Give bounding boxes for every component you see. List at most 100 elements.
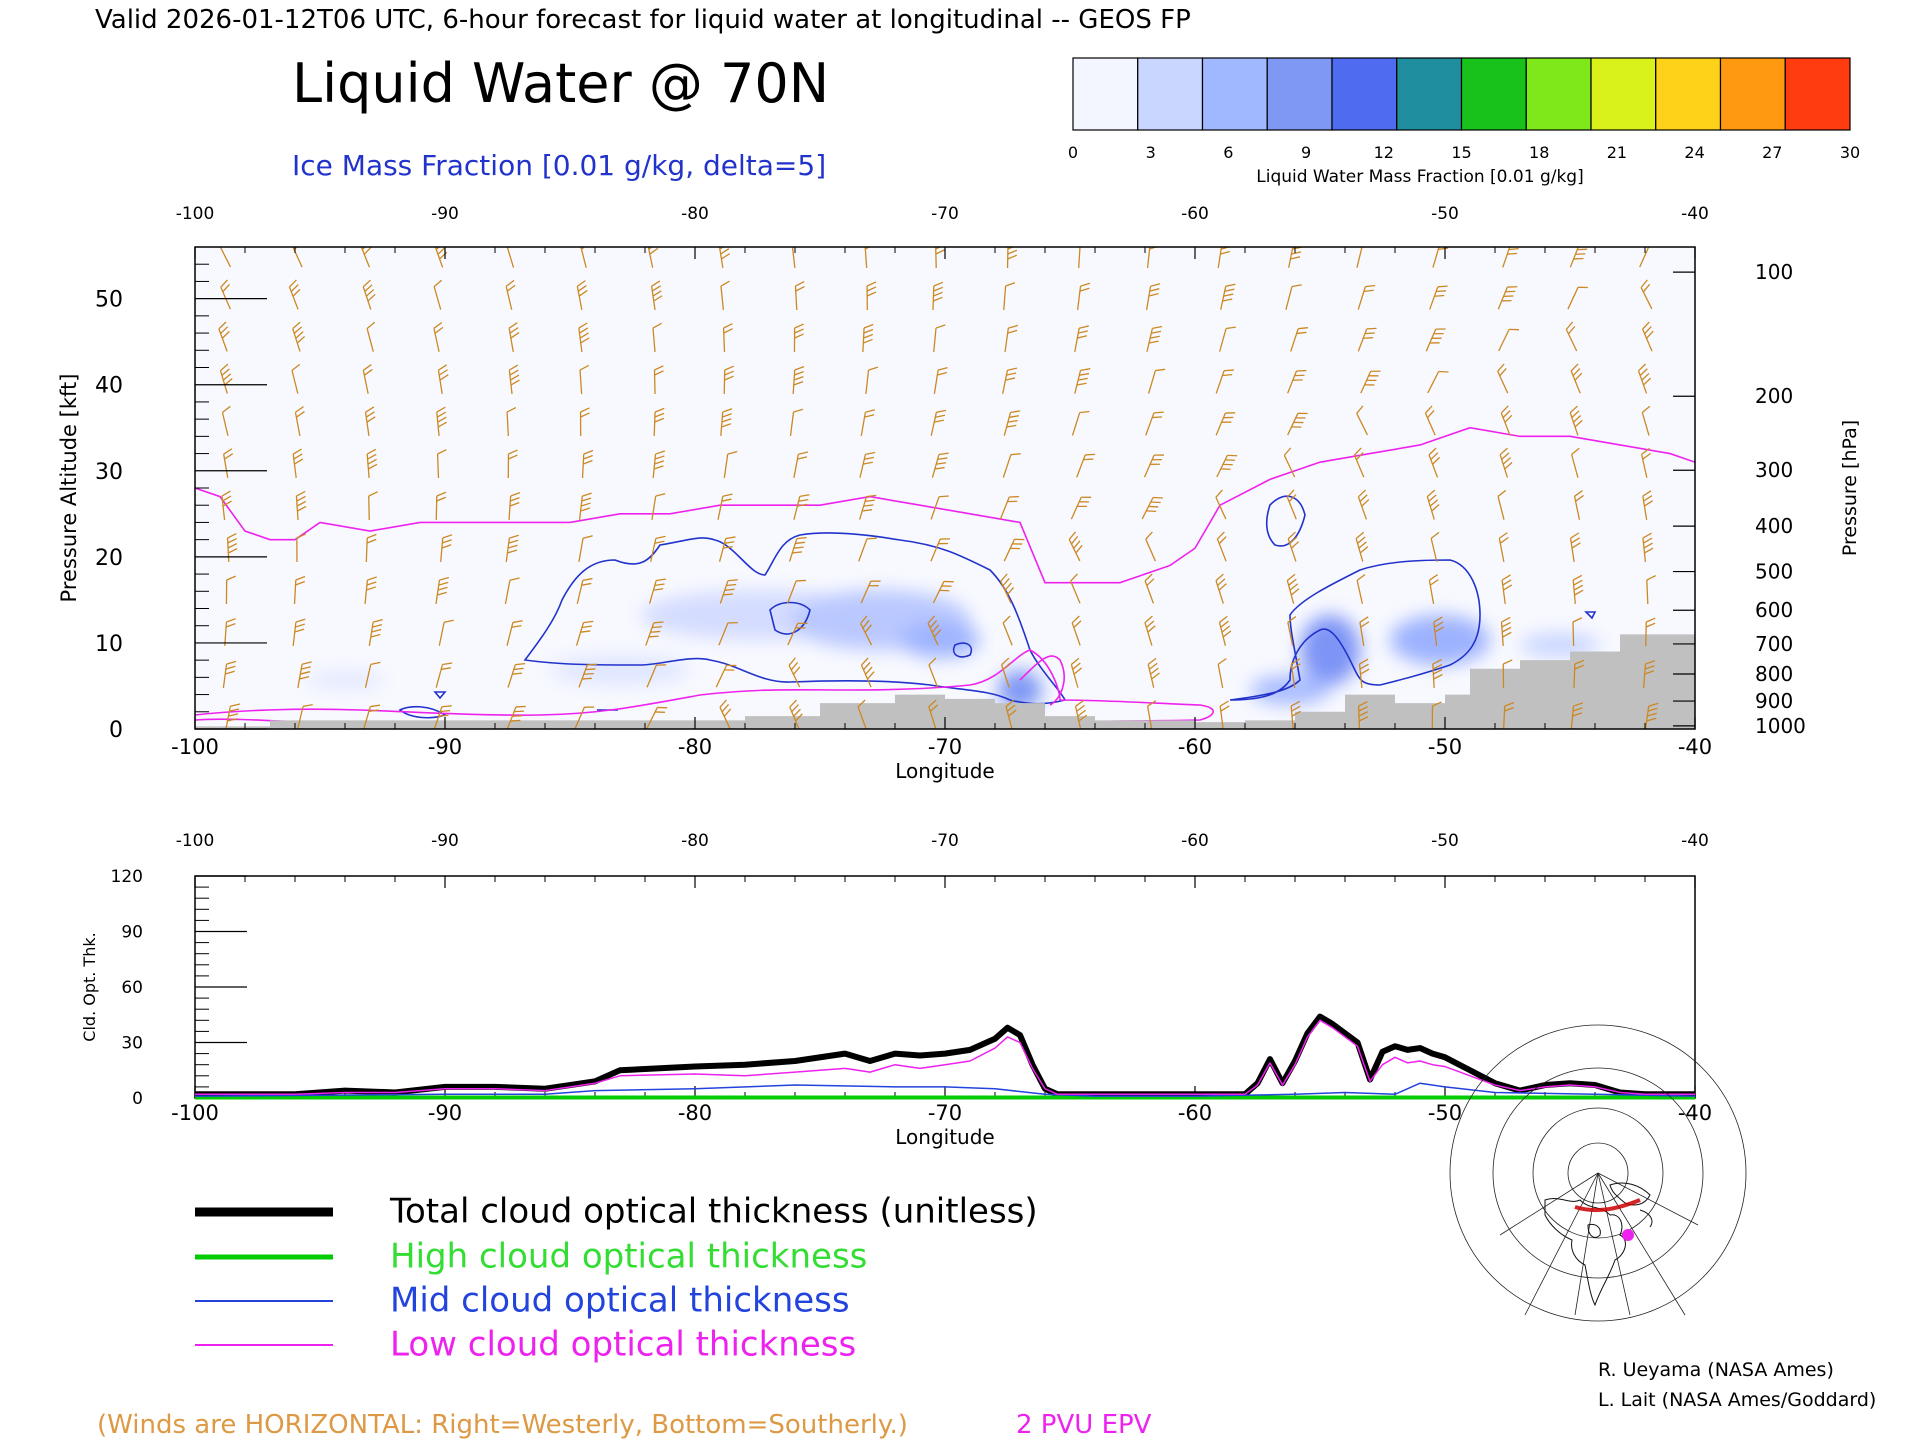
wind-barb xyxy=(1145,531,1157,562)
wind-barb xyxy=(1429,285,1448,310)
wind-barb xyxy=(1355,531,1369,562)
wind-barb xyxy=(1143,454,1164,478)
wind-barb xyxy=(435,662,453,688)
wind-barb xyxy=(1144,615,1156,646)
wind-barb xyxy=(1497,489,1507,520)
wind-barb xyxy=(1290,658,1301,688)
wind-barb xyxy=(1642,321,1654,352)
wind-barb xyxy=(1216,454,1238,478)
wind-barb xyxy=(1424,405,1436,436)
wind-barb xyxy=(288,279,301,310)
bottom-xlabel: Longitude xyxy=(895,1125,994,1149)
wind-barb xyxy=(789,408,804,437)
lw-blob-3 xyxy=(900,622,980,658)
wind-barb xyxy=(1357,284,1376,310)
wind-barb xyxy=(1573,490,1584,520)
wind-barb xyxy=(1218,615,1232,646)
wind-barb xyxy=(650,280,663,310)
wind-barb xyxy=(793,494,810,520)
top-panel: -100 -100 -90 -90 -80 -80 -70 -70 -60 -60 -50 -50 -4… xyxy=(57,204,1861,783)
wind-barb xyxy=(1502,659,1513,689)
winds-note: (Winds are HORIZONTAL: Right=Westerly, B… xyxy=(97,1410,908,1440)
bottom-x-tick-label: -90 xyxy=(428,1101,462,1125)
wind-barb xyxy=(715,664,737,688)
wind-barb xyxy=(1220,283,1236,310)
bottom-y-tick-label: 30 xyxy=(121,1034,143,1054)
page-title: Liquid Water @ 70N xyxy=(292,52,829,115)
wind-barb xyxy=(578,492,592,521)
top-y-tick-label: 0 xyxy=(109,718,123,743)
wind-barb xyxy=(1215,489,1227,520)
bottom-x-tick-label-upper: -90 xyxy=(431,831,459,851)
mid-optical-thickness-line xyxy=(194,1082,1696,1097)
wind-barb xyxy=(723,365,735,395)
wind-barb xyxy=(1074,325,1089,352)
wind-barb xyxy=(1359,616,1370,646)
wind-barb xyxy=(1502,247,1519,268)
wind-barb xyxy=(224,618,236,647)
wind-barb xyxy=(1498,532,1509,562)
wind-barb xyxy=(1071,615,1082,646)
wind-barb xyxy=(1641,405,1651,436)
wind-barb xyxy=(368,619,383,646)
wind-barb xyxy=(1000,657,1011,688)
wind-barb xyxy=(508,492,521,521)
wind-barb xyxy=(720,408,733,437)
top-y-tick-label: 30 xyxy=(95,460,123,485)
wind-barb xyxy=(295,490,307,521)
wind-barb xyxy=(433,705,452,729)
wind-barb xyxy=(1002,367,1018,394)
wind-barb xyxy=(932,281,944,311)
wind-barb xyxy=(433,321,444,352)
bottom-x-tick-label: -100 xyxy=(171,1101,219,1125)
wind-barb xyxy=(225,575,236,605)
bottom-x-tick-label-upper: -60 xyxy=(1181,831,1209,851)
wind-barb xyxy=(440,534,453,563)
wind-barb xyxy=(1428,574,1439,604)
wind-barb xyxy=(435,491,447,521)
wind-barb xyxy=(1285,284,1302,310)
wind-barb xyxy=(1426,489,1440,520)
wind-barb xyxy=(1287,616,1297,646)
ice-contour-small-2 xyxy=(952,642,973,658)
wind-barb xyxy=(859,494,877,520)
wind-barb xyxy=(1147,657,1160,688)
wind-barb xyxy=(1003,410,1021,436)
wind-barb xyxy=(1071,410,1090,436)
wind-barb xyxy=(1070,657,1083,688)
wind-barb xyxy=(931,452,949,478)
colorbar-tick-label: 3 xyxy=(1146,143,1156,162)
colorbar-tick-label: 21 xyxy=(1607,143,1627,162)
wind-barb xyxy=(578,535,593,562)
bottom-x-tick-label: -70 xyxy=(928,1101,962,1125)
epv-contour xyxy=(195,426,1695,584)
epv-note: 2 PVU EPV xyxy=(1016,1410,1152,1440)
lw-blob-10 xyxy=(1520,633,1600,657)
bottom-x-tick-label: -40 xyxy=(1678,1101,1712,1125)
wind-barb xyxy=(1145,283,1161,310)
wind-barb xyxy=(647,247,659,268)
wind-barb xyxy=(366,448,378,479)
top-x-tick-label: -50 xyxy=(1428,735,1462,759)
lw-blob-9 xyxy=(305,672,385,688)
wind-barb xyxy=(1215,573,1227,604)
wind-barb xyxy=(1570,702,1584,729)
wind-barb xyxy=(1146,325,1163,352)
wind-barb xyxy=(1432,658,1443,689)
wind-barb xyxy=(1639,247,1651,268)
bottom-y-tick-label: 120 xyxy=(111,867,143,887)
wind-barb xyxy=(508,364,520,395)
wind-barb xyxy=(862,323,874,353)
legend-low-label: Low cloud optical thickness xyxy=(390,1325,856,1365)
wind-barb xyxy=(718,536,736,562)
wind-barb xyxy=(433,279,443,310)
wind-barb xyxy=(1141,496,1163,520)
wind-barb xyxy=(1499,447,1513,478)
wind-barb xyxy=(860,580,881,604)
top-x-tick-label: -40 xyxy=(1678,735,1712,759)
top-y-right-tick-label: 900 xyxy=(1755,689,1793,713)
wind-barb xyxy=(364,406,376,436)
wind-barb xyxy=(1642,532,1654,563)
top-xlabel: Longitude xyxy=(895,759,994,783)
wind-barb xyxy=(1497,286,1518,310)
